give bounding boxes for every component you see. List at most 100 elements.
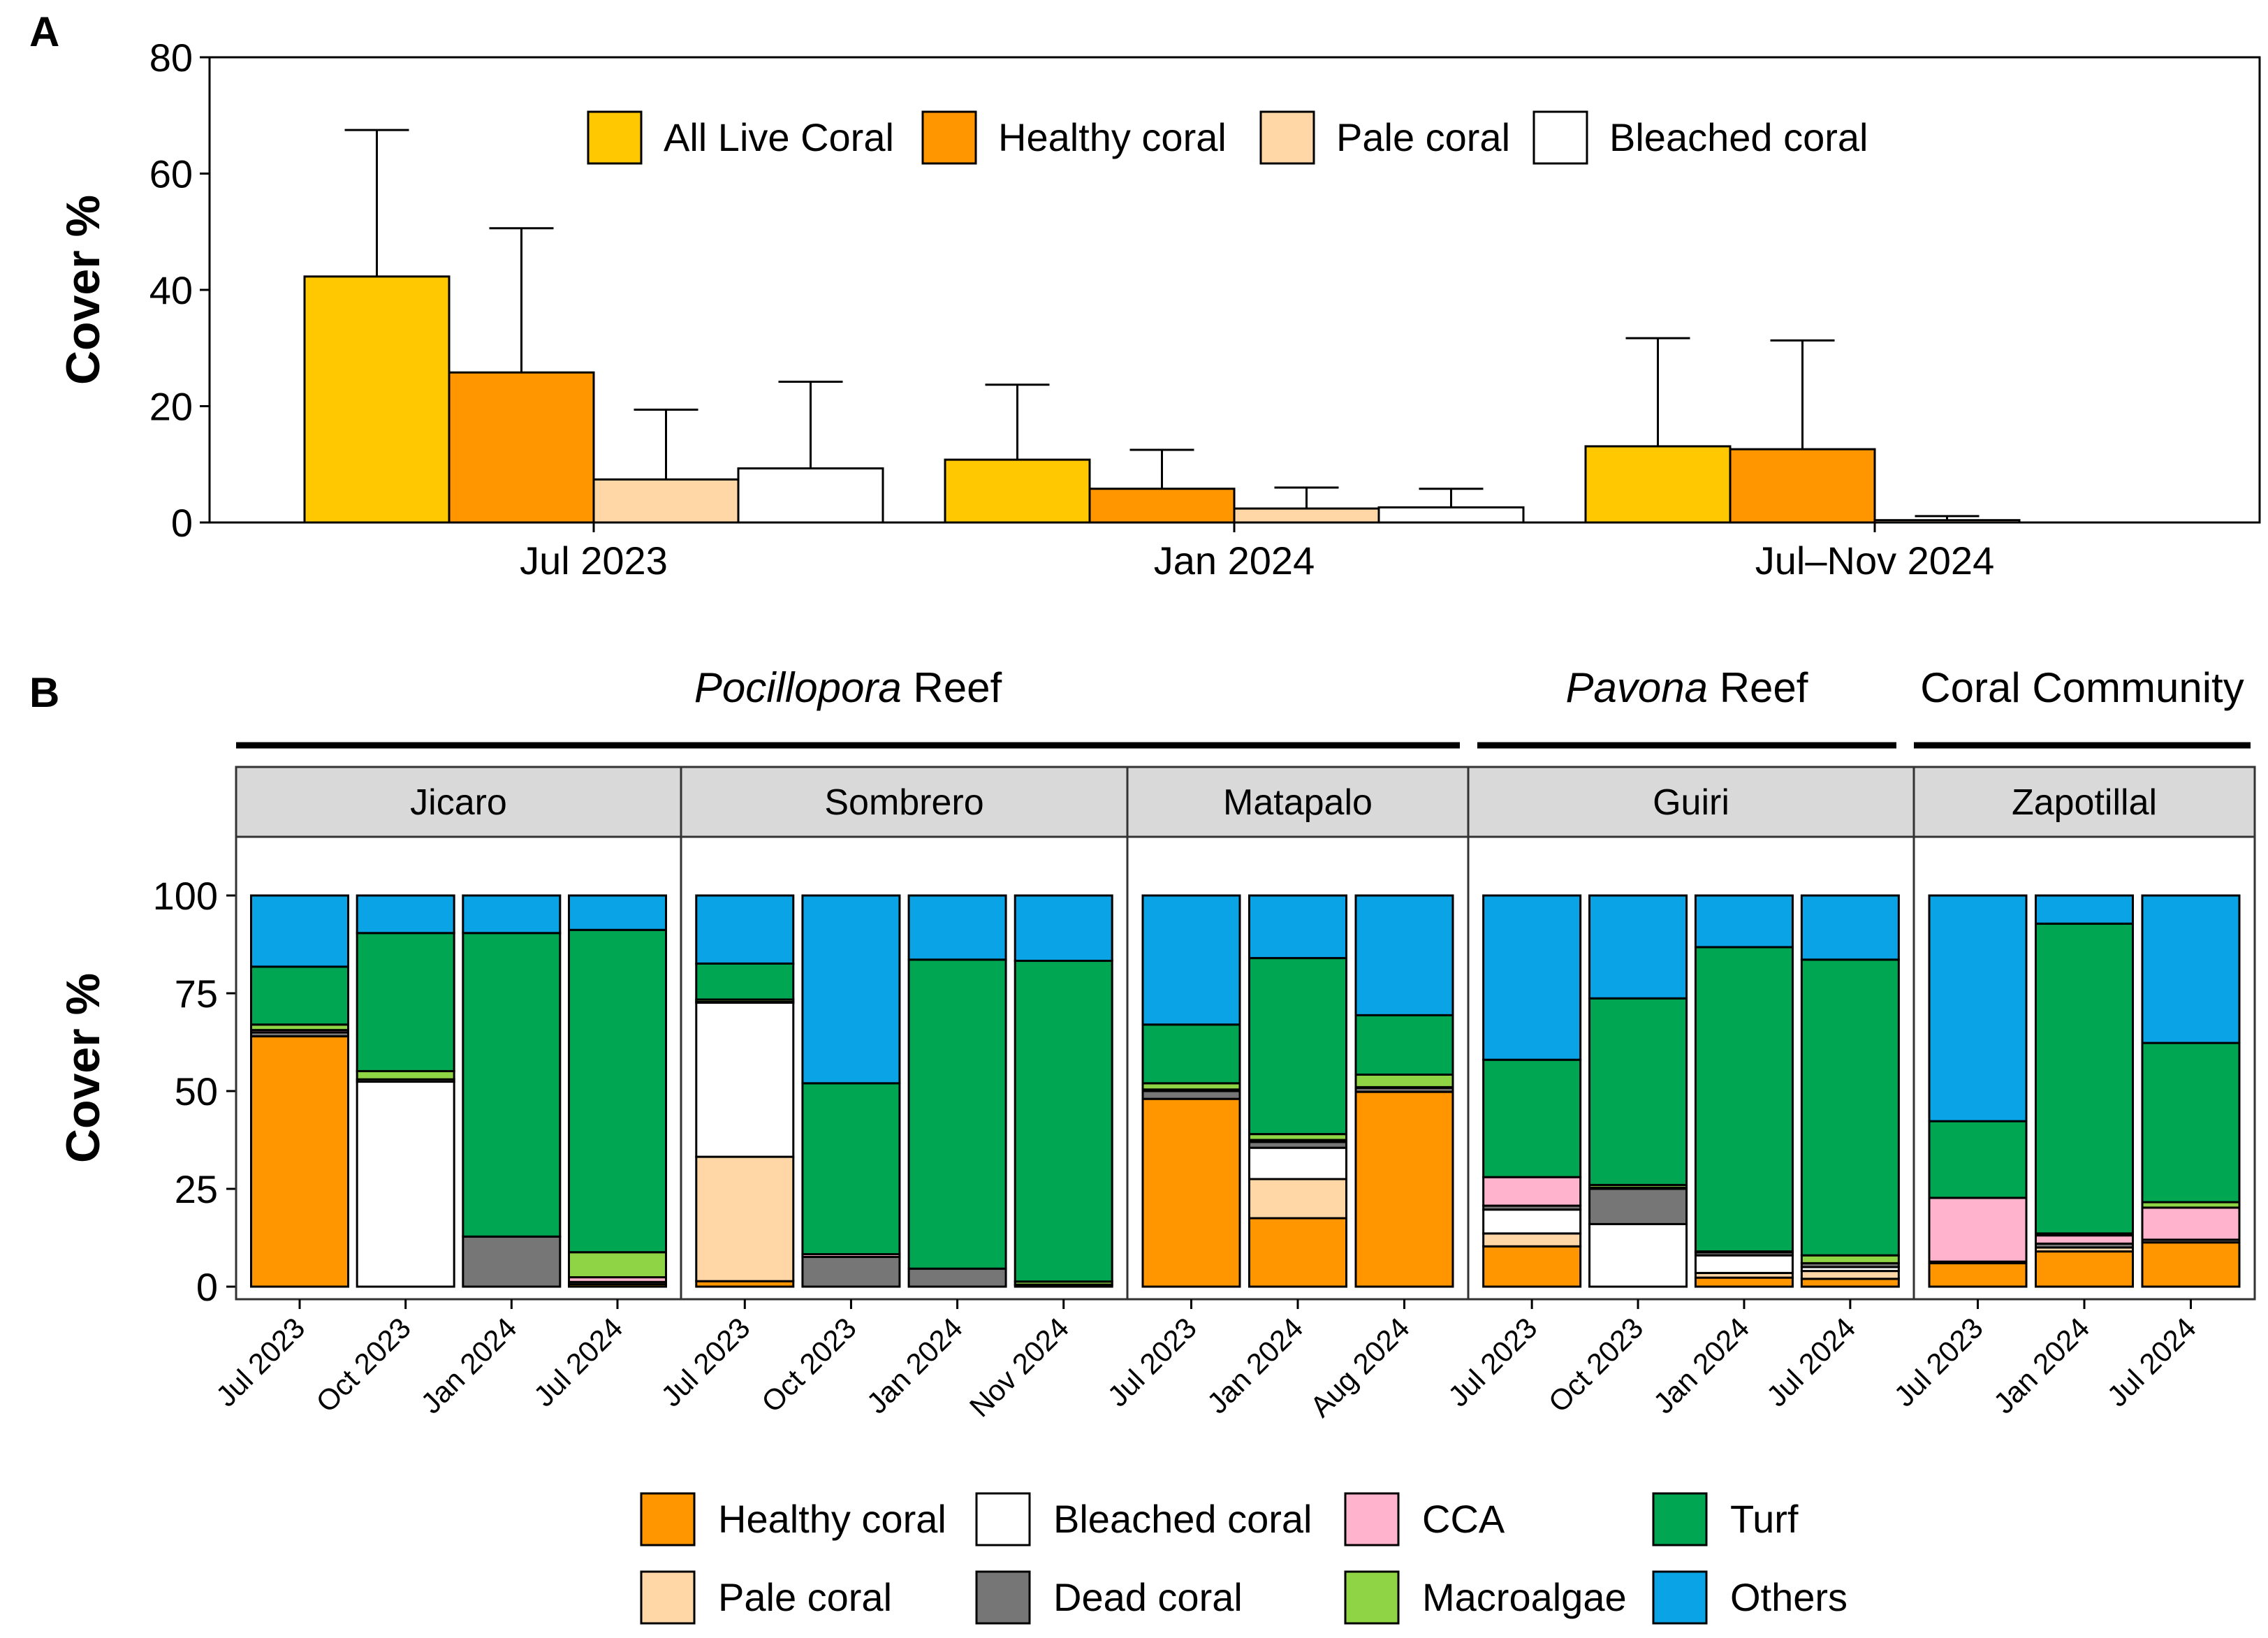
x-tick-label-sombrero: Oct 2023 bbox=[755, 1311, 863, 1419]
segment-others-guiri-jan-2024 bbox=[1694, 894, 1794, 949]
segment-turf-sombrero-jul-2023 bbox=[695, 962, 795, 1001]
segment-turf-guiri-oct-2023 bbox=[1588, 997, 1688, 1186]
segment-healthy-coral-zapotillal-jul-2023 bbox=[1928, 1262, 2028, 1288]
segment-turf-matapalo-jul-2023 bbox=[1141, 1023, 1241, 1085]
legend-swatch-healthy-coral bbox=[640, 1492, 696, 1546]
segment-cca-zapotillal-jul-2023 bbox=[1928, 1197, 2028, 1263]
segment-healthy-coral-zapotillal-jul-2024 bbox=[2141, 1241, 2241, 1288]
y-tick-label: 20 bbox=[149, 385, 193, 429]
segment-turf-sombrero-nov-2024 bbox=[1014, 960, 1113, 1283]
y-axis-title: Cover % bbox=[57, 973, 110, 1163]
legend-label-pale-coral: Pale coral bbox=[1336, 115, 1510, 159]
legend-swatch-bleached-coral bbox=[975, 1492, 1031, 1546]
legend-label-macroalgae: Macroalgae bbox=[1422, 1575, 1627, 1619]
segment-pale-coral-guiri-jul-2024 bbox=[1800, 1270, 1900, 1280]
segment-healthy-coral-matapalo-jul-2023 bbox=[1141, 1097, 1241, 1288]
x-tick-label: Jul 2023 bbox=[520, 539, 668, 583]
segment-turf-jicaro-jan-2024 bbox=[462, 932, 562, 1238]
facet-strip-zapotillal bbox=[1912, 766, 2256, 838]
segment-turf-jicaro-oct-2023 bbox=[356, 932, 455, 1072]
y-tick-label: 75 bbox=[175, 972, 218, 1016]
segment-turf-sombrero-jan-2024 bbox=[907, 958, 1007, 1270]
segment-pale-coral-matapalo-jan-2024 bbox=[1248, 1178, 1347, 1220]
legend-swatch-macroalgae bbox=[1344, 1570, 1400, 1625]
bar-bleached-coral-jan-2024 bbox=[1377, 506, 1525, 524]
segment-macroalgae-matapalo-aug-2024 bbox=[1354, 1073, 1454, 1088]
segment-healthy-coral-matapalo-jan-2024 bbox=[1248, 1217, 1347, 1288]
bar-bleached-coral-jul-2023 bbox=[737, 467, 884, 524]
bar-all-live-coral-jul-2023 bbox=[303, 275, 451, 524]
segment-pale-coral-guiri-jul-2023 bbox=[1482, 1232, 1582, 1248]
legend-swatch-all-live-coral bbox=[587, 110, 643, 165]
segment-healthy-coral-guiri-jul-2023 bbox=[1482, 1245, 1582, 1288]
bar-pale-coral-jul-2023 bbox=[592, 478, 740, 524]
group-label-pocillopora-reef: Pocillopora Reef bbox=[694, 664, 1002, 711]
segment-others-sombrero-jan-2024 bbox=[907, 894, 1007, 961]
segment-cca-zapotillal-jan-2024 bbox=[2035, 1234, 2134, 1245]
legend-label-pale-coral: Pale coral bbox=[718, 1575, 892, 1619]
x-tick-label-guiri: Jul 2023 bbox=[1442, 1311, 1544, 1413]
bar-healthy-coral-jul-nov-2024 bbox=[1729, 448, 1876, 524]
legend-label-bleached-coral: Bleached coral bbox=[1053, 1497, 1312, 1541]
segment-bleached-coral-matapalo-jan-2024 bbox=[1248, 1146, 1347, 1180]
segment-dead-coral-guiri-oct-2023 bbox=[1588, 1187, 1688, 1225]
bar-pale-coral-jan-2024 bbox=[1233, 507, 1380, 524]
segment-bleached-coral-guiri-jul-2023 bbox=[1482, 1208, 1582, 1235]
panel-b-chart: Pocillopora Reef Pavona Reef Coral Communi… bbox=[57, 664, 2256, 1625]
x-tick-label-sombrero: Jul 2023 bbox=[654, 1311, 756, 1413]
facet-label-matapalo: Matapalo bbox=[1223, 782, 1373, 823]
segment-macroalgae-jicaro-jul-2024 bbox=[568, 1251, 667, 1279]
legend-label-cca: CCA bbox=[1422, 1497, 1505, 1541]
segment-bleached-coral-jicaro-oct-2023 bbox=[356, 1081, 455, 1288]
x-tick-label-jicaro: Oct 2023 bbox=[309, 1311, 417, 1419]
x-tick-label-matapalo: Aug 2024 bbox=[1303, 1311, 1415, 1423]
legend-swatch-healthy-coral bbox=[921, 110, 977, 165]
x-tick-label-guiri: Jan 2024 bbox=[1647, 1311, 1755, 1419]
segment-macroalgae-jicaro-oct-2023 bbox=[356, 1069, 455, 1081]
legend-label-bleached-coral: Bleached coral bbox=[1609, 115, 1868, 159]
segment-dead-coral-jicaro-jan-2024 bbox=[462, 1235, 562, 1288]
x-tick-label-zapotillal: Jul 2024 bbox=[2100, 1311, 2202, 1413]
legend-swatch-cca bbox=[1344, 1492, 1400, 1546]
segment-healthy-coral-guiri-jan-2024 bbox=[1694, 1276, 1794, 1288]
segment-others-jicaro-oct-2023 bbox=[356, 894, 455, 935]
group-label-coral-community: Coral Community bbox=[1920, 664, 2244, 711]
x-tick-label: Jul–Nov 2024 bbox=[1755, 539, 1994, 583]
facet-label-guiri: Guiri bbox=[1653, 782, 1729, 823]
segment-others-jicaro-jul-2024 bbox=[568, 894, 667, 931]
segment-cca-zapotillal-jul-2024 bbox=[2141, 1206, 2241, 1241]
facet-strip-sombrero bbox=[680, 766, 1129, 838]
segment-others-sombrero-nov-2024 bbox=[1014, 894, 1113, 963]
panel-a-label: A bbox=[29, 8, 59, 55]
y-tick-label: 40 bbox=[149, 268, 193, 312]
segment-others-jicaro-jul-2023 bbox=[250, 894, 349, 968]
bar-all-live-coral-jul-nov-2024 bbox=[1584, 445, 1732, 524]
bar-healthy-coral-jul-2023 bbox=[448, 371, 595, 524]
segment-others-guiri-oct-2023 bbox=[1588, 894, 1688, 1000]
x-tick-label: Jan 2024 bbox=[1154, 539, 1315, 583]
legend-swatch-pale-coral bbox=[1259, 110, 1315, 165]
legend-swatch-others bbox=[1652, 1570, 1708, 1625]
x-tick-label-sombrero: Nov 2024 bbox=[963, 1311, 1075, 1423]
legend-label-others: Others bbox=[1730, 1575, 1848, 1619]
panel-b-label: B bbox=[29, 669, 59, 716]
y-tick-label: 0 bbox=[196, 1265, 218, 1309]
x-tick-label-matapalo: Jul 2023 bbox=[1101, 1311, 1203, 1413]
segment-turf-guiri-jul-2023 bbox=[1482, 1058, 1582, 1178]
segment-turf-matapalo-jan-2024 bbox=[1248, 957, 1347, 1136]
segment-dead-coral-sombrero-oct-2023 bbox=[801, 1255, 901, 1288]
y-tick-label: 50 bbox=[175, 1069, 218, 1113]
x-tick-label-zapotillal: Jan 2024 bbox=[1987, 1311, 2095, 1419]
facet-label-zapotillal: Zapotillal bbox=[2012, 782, 2157, 823]
legend-swatch-pale-coral bbox=[640, 1570, 696, 1625]
group-label-pavona-reef: Pavona Reef bbox=[1566, 664, 1808, 711]
x-tick-label-jicaro: Jan 2024 bbox=[414, 1311, 522, 1419]
y-tick-label: 80 bbox=[149, 36, 193, 80]
bar-all-live-coral-jan-2024 bbox=[944, 458, 1091, 524]
segment-others-sombrero-jul-2023 bbox=[695, 894, 795, 965]
segment-others-jicaro-jan-2024 bbox=[462, 894, 562, 935]
legend-swatch-bleached-coral bbox=[1532, 110, 1588, 165]
segment-turf-sombrero-oct-2023 bbox=[801, 1082, 901, 1256]
segment-others-zapotillal-jan-2024 bbox=[2035, 894, 2134, 925]
bar-healthy-coral-jan-2024 bbox=[1088, 488, 1236, 524]
